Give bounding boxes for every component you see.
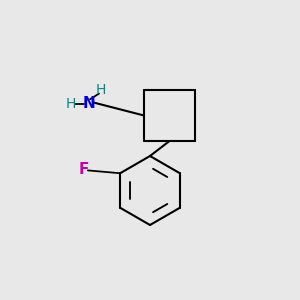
Text: H: H xyxy=(65,97,76,110)
Text: H: H xyxy=(95,83,106,97)
Text: N: N xyxy=(82,96,95,111)
Text: F: F xyxy=(78,162,88,177)
